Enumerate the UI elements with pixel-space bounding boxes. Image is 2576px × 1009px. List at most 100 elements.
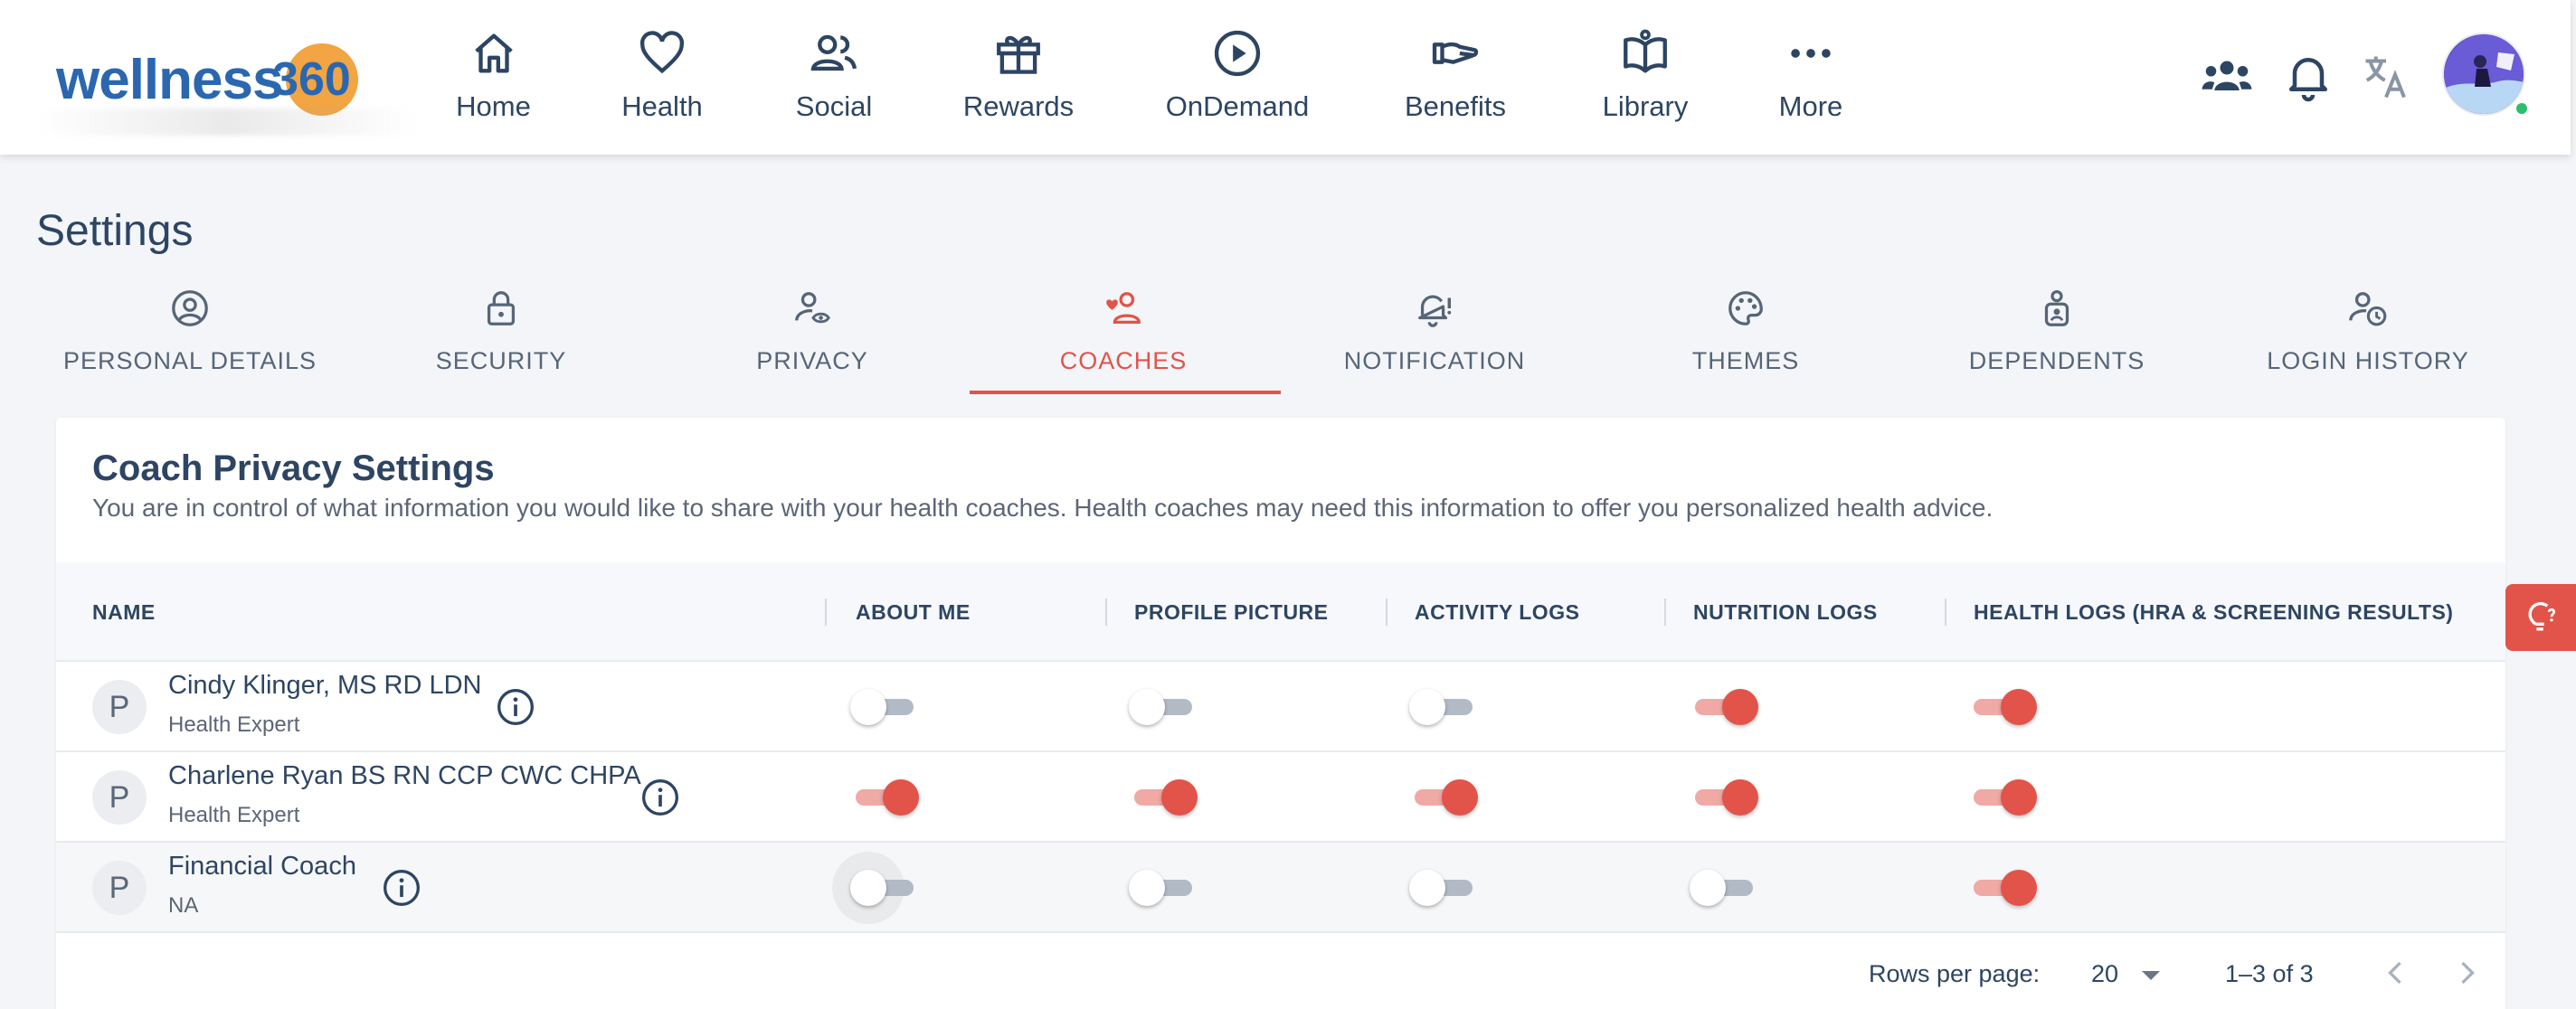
- col-activity-logs: ACTIVITY LOGS: [1415, 600, 1580, 624]
- logo-text: wellness: [56, 48, 283, 111]
- coach-name: Charlene Ryan BS RN CCP CWC CHPA: [168, 761, 641, 790]
- table-row: P Charlene Ryan BS RN CCP CWC CHPA Healt…: [56, 752, 2505, 843]
- dependent-icon: [2044, 289, 2069, 326]
- nav-benefits[interactable]: Benefits: [1393, 27, 1518, 136]
- nav-home-label: Home: [456, 90, 531, 122]
- table-row: P Financial Coach NA: [56, 843, 2505, 933]
- nav-library[interactable]: Library: [1596, 27, 1695, 136]
- chevron-right-icon[interactable]: [2448, 953, 2487, 993]
- rows-per-page-label: Rows per page:: [1869, 960, 2041, 987]
- health-logs-toggle[interactable]: [1968, 870, 2037, 906]
- col-separator: [1664, 599, 1666, 626]
- table-pagination: Rows per page: 20 1–3 of 3: [56, 924, 2505, 1009]
- nav-more[interactable]: More: [1773, 27, 1849, 136]
- nav-benefits-label: Benefits: [1404, 90, 1506, 122]
- more-dots-icon: [1791, 49, 1831, 58]
- coach-role: NA: [168, 893, 199, 918]
- lock-icon: [487, 291, 516, 325]
- col-about-me: ABOUT ME: [856, 600, 971, 624]
- nutrition-logs-toggle[interactable]: [1690, 870, 1758, 906]
- about-me-toggle[interactable]: [832, 852, 919, 924]
- palette-icon: [1728, 291, 1763, 325]
- nav-home[interactable]: Home: [450, 27, 536, 136]
- translate-icon[interactable]: [2359, 50, 2413, 104]
- coach-role: Health Expert: [168, 803, 300, 827]
- top-navigation-bar: wellness 360 Home Health Social Rewards …: [0, 0, 2571, 155]
- nav-rewards[interactable]: Rewards: [959, 27, 1078, 136]
- tab-notification[interactable]: NOTIFICATION: [1281, 280, 1588, 398]
- nutrition-logs-toggle[interactable]: [1690, 689, 1758, 725]
- nav-ondemand-label: OnDemand: [1165, 90, 1310, 122]
- col-separator: [1945, 599, 1946, 626]
- tab-themes-label: THEMES: [1691, 347, 1800, 374]
- help-tips-button[interactable]: [2505, 584, 2576, 651]
- tab-privacy[interactable]: PRIVACY: [658, 280, 966, 398]
- activity-logs-toggle[interactable]: [1409, 689, 1478, 725]
- about-me-toggle[interactable]: [850, 779, 919, 816]
- about-me-toggle[interactable]: [850, 689, 919, 725]
- coach-role: Health Expert: [168, 712, 300, 737]
- coach-privacy-card: Coach Privacy Settings You are in contro…: [56, 418, 2505, 1009]
- tab-notification-label: NOTIFICATION: [1343, 347, 1526, 374]
- info-icon[interactable]: [382, 868, 421, 908]
- logo-suffix: 360: [272, 53, 351, 106]
- profile-picture-toggle[interactable]: [1129, 870, 1198, 906]
- tab-personal-details[interactable]: PERSONAL DETAILS: [36, 280, 344, 398]
- tab-dependents[interactable]: DEPENDENTS: [1903, 280, 2211, 398]
- bell-alert-icon: [1418, 295, 1452, 327]
- col-name: NAME: [92, 600, 156, 624]
- chevron-left-icon[interactable]: [2375, 953, 2415, 993]
- col-nutrition-logs: NUTRITION LOGS: [1693, 600, 1878, 624]
- tab-dependents-label: DEPENDENTS: [1968, 347, 2145, 374]
- tab-security-label: SECURITY: [435, 347, 567, 374]
- avatar-image: [2444, 34, 2524, 114]
- tab-themes[interactable]: THEMES: [1592, 280, 1899, 398]
- home-icon: [474, 33, 513, 73]
- profile-picture-toggle[interactable]: [1129, 689, 1198, 725]
- activity-logs-toggle[interactable]: [1409, 779, 1478, 816]
- health-logs-toggle[interactable]: [1968, 689, 2037, 725]
- lightbulb-icon: [2528, 602, 2556, 631]
- info-icon[interactable]: [496, 687, 535, 727]
- pagination-range: 1–3 of 3: [2225, 960, 2314, 987]
- nav-rewards-label: Rewards: [962, 90, 1075, 122]
- col-separator: [825, 599, 827, 626]
- tab-security[interactable]: SECURITY: [347, 280, 655, 398]
- coach-avatar: P: [92, 770, 147, 825]
- nav-health[interactable]: Health: [617, 27, 707, 136]
- wellness360-logo[interactable]: wellness 360: [56, 34, 359, 125]
- nav-health-label: Health: [621, 90, 703, 122]
- nav-library-label: Library: [1602, 90, 1689, 122]
- col-profile-picture: PROFILE PICTURE: [1134, 600, 1329, 624]
- hand-benefit-icon: [1432, 42, 1479, 64]
- tab-login-history[interactable]: LOGIN HISTORY: [2214, 280, 2522, 398]
- caret-down-icon: [2142, 971, 2160, 980]
- tab-privacy-label: PRIVACY: [756, 347, 868, 374]
- activity-logs-toggle[interactable]: [1409, 870, 1478, 906]
- gift-icon: [997, 35, 1040, 74]
- tab-login-history-label: LOGIN HISTORY: [2267, 347, 2469, 374]
- profile-picture-toggle[interactable]: [1129, 779, 1198, 816]
- nav-ondemand[interactable]: OnDemand: [1158, 27, 1317, 136]
- card-title: Coach Privacy Settings: [92, 448, 495, 488]
- coach-avatar: P: [92, 680, 147, 734]
- coach-name: Financial Coach: [168, 852, 356, 881]
- rows-per-page-select[interactable]: 20: [2091, 957, 2173, 993]
- user-avatar[interactable]: [2442, 33, 2525, 116]
- nav-social[interactable]: Social: [792, 27, 876, 136]
- coach-heart-icon: [1106, 292, 1141, 324]
- col-separator: [1386, 599, 1387, 626]
- bell-icon[interactable]: [2281, 50, 2335, 104]
- health-logs-toggle[interactable]: [1968, 779, 2037, 816]
- coach-name: Cindy Klinger, MS RD LDN: [168, 671, 482, 700]
- tab-coaches[interactable]: COACHES: [970, 280, 1277, 398]
- info-icon[interactable]: [640, 778, 680, 817]
- groups-icon[interactable]: [2200, 50, 2254, 104]
- nutrition-logs-toggle[interactable]: [1690, 779, 1758, 816]
- blurred-org-name: [36, 108, 416, 136]
- account-circle-icon: [172, 290, 208, 326]
- heart-icon: [639, 31, 685, 74]
- people-icon: [810, 34, 857, 71]
- nav-more-label: More: [1778, 90, 1843, 122]
- active-tab-indicator: [970, 391, 1281, 394]
